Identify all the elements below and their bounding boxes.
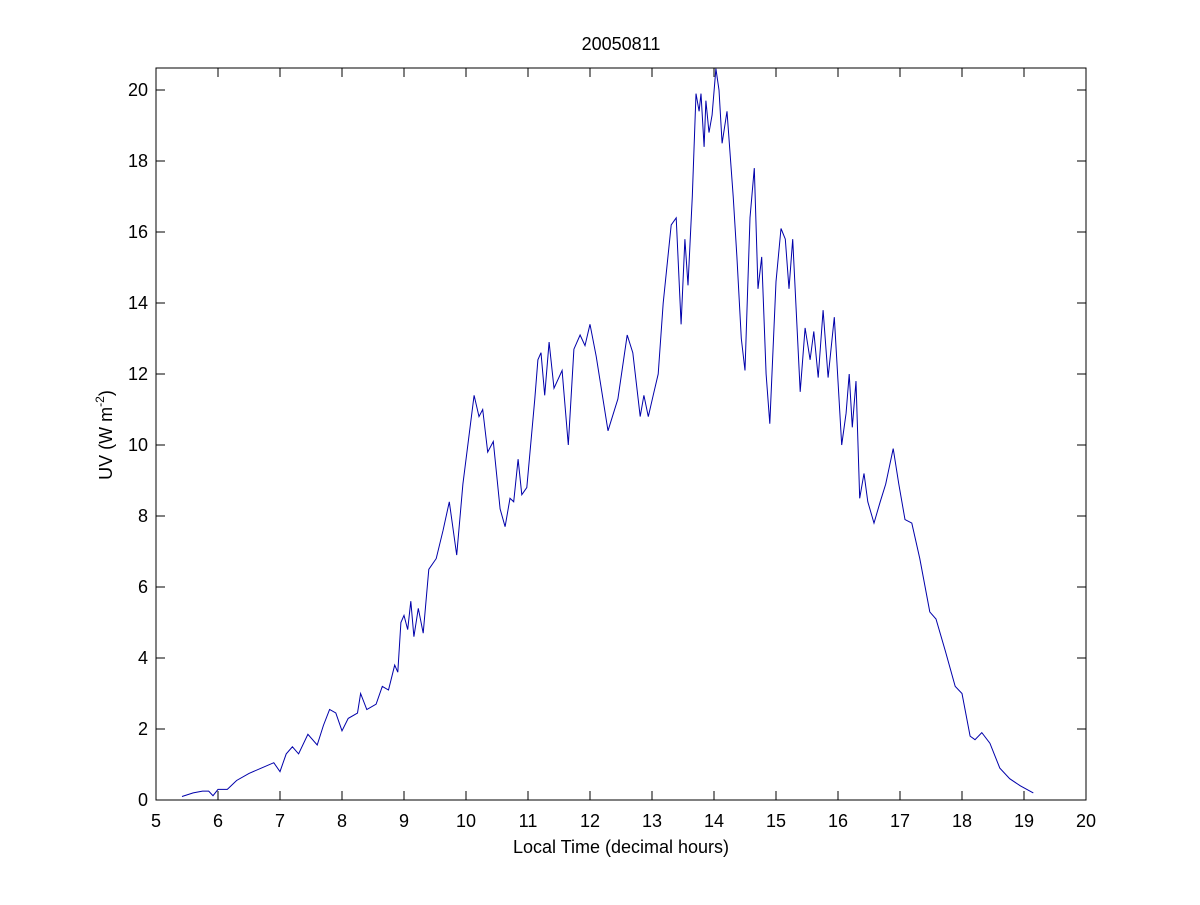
x-tick-label: 11 (519, 811, 538, 831)
plot-frame (155, 67, 1087, 801)
x-tick-label: 10 (456, 811, 476, 831)
y-tick-label: 10 (128, 435, 148, 455)
x-tick-label: 13 (642, 811, 662, 831)
y-tick-label: 14 (128, 293, 148, 313)
y-tick-label: 0 (138, 790, 148, 810)
y-tick-label: 20 (128, 80, 148, 100)
y-axis-label: UV (W m-2) (93, 390, 116, 480)
y-tick-label: 2 (138, 719, 148, 739)
x-tick-label: 12 (580, 811, 600, 831)
y-tick-label: 16 (128, 222, 148, 242)
x-tick-label: 14 (704, 811, 724, 831)
x-tick-label: 17 (890, 811, 910, 831)
x-tick-label: 20 (1076, 811, 1096, 831)
y-label-end: ) (96, 390, 116, 396)
x-tick-label: 5 (151, 811, 161, 831)
y-tick-label: 6 (138, 577, 148, 597)
x-tick-label: 6 (213, 811, 223, 831)
y-tick-label: 8 (138, 506, 148, 526)
y-tick-label: 12 (128, 364, 148, 384)
y-label-base: UV (W m (96, 407, 116, 480)
x-axis-label: Local Time (decimal hours) (513, 837, 729, 857)
x-tick-label: 16 (828, 811, 848, 831)
y-tick-label: 4 (138, 648, 148, 668)
x-tick-label: 8 (337, 811, 347, 831)
x-tick-label: 7 (275, 811, 285, 831)
data-line (181, 68, 1034, 797)
x-tick-label: 15 (766, 811, 786, 831)
chart-title: 20050811 (582, 34, 661, 54)
y-tick-label: 18 (128, 151, 148, 171)
x-tick-label: 19 (1014, 811, 1034, 831)
x-tick-label: 18 (952, 811, 972, 831)
x-tick-label: 9 (399, 811, 409, 831)
y-label-sup: -2 (93, 396, 107, 407)
